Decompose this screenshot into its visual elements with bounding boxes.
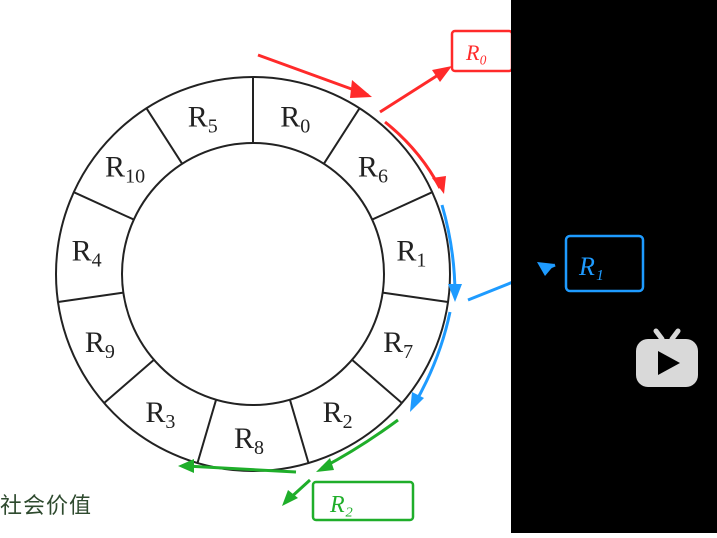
red-arrowhead [350, 80, 372, 98]
sector-label: R4 [72, 235, 102, 272]
sector-label: R0 [280, 101, 310, 138]
blue-arrow-out [467, 266, 549, 302]
blue-label-box [564, 234, 645, 293]
diagram-canvas: R0 R6 R1 R7 R2 R8 R3 R9 R4 R10 R5 R [0, 29, 549, 522]
sector-label: R1 [396, 235, 426, 272]
green-arrow-left [185, 464, 297, 474]
red-arrow-out [379, 68, 447, 114]
red-arc-head [432, 176, 446, 194]
ring-inner-circle [121, 142, 385, 406]
sector-label: R6 [358, 151, 388, 188]
blue-annotation [410, 204, 549, 412]
sector-divider [57, 291, 124, 304]
green-label: R₂ [329, 492, 353, 518]
blue-arrowhead-out [537, 262, 555, 276]
tv-play-icon[interactable] [634, 327, 700, 389]
bottom-caption: 社会价值 [0, 494, 93, 519]
green-arrow-down-head [282, 490, 298, 506]
sector-label: R7 [383, 326, 413, 363]
ring: R0 R6 R1 R7 R2 R8 R3 R9 R4 R10 R5 [55, 76, 451, 472]
blue-arc-lower-head [410, 392, 424, 412]
red-arc [384, 120, 442, 189]
blue-label: R₁ [578, 252, 604, 281]
blue-arc-lower [412, 311, 452, 406]
side-panel: R₁ [511, 0, 717, 533]
sector-label: R5 [188, 101, 218, 138]
sector-divider [371, 191, 433, 221]
sector-label: R3 [145, 396, 175, 433]
sector-label: R8 [234, 422, 264, 459]
red-annotation [257, 53, 452, 194]
sector-label: R10 [105, 151, 145, 188]
green-annotation: R₂ [178, 418, 415, 522]
blue-arc-head [448, 284, 462, 302]
sector-divider [196, 399, 218, 464]
sector-divider [322, 107, 361, 165]
green-arc-head [316, 458, 334, 472]
sector-divider [351, 359, 403, 404]
sector-label: R9 [85, 326, 115, 363]
sector-divider [288, 399, 310, 464]
green-arrow-left-head [178, 459, 194, 473]
red-arrowhead-out [432, 66, 452, 82]
sector-label: R2 [323, 396, 353, 433]
sector-divider [103, 359, 155, 404]
sector-divider [382, 291, 449, 304]
green-label-box [311, 480, 415, 522]
side-panel-drawing: R₁ [537, 234, 645, 293]
sector-divider [145, 107, 184, 165]
sector-divider [73, 191, 135, 221]
red-label: R₀ [465, 40, 487, 65]
red-arrow-in [257, 53, 369, 97]
